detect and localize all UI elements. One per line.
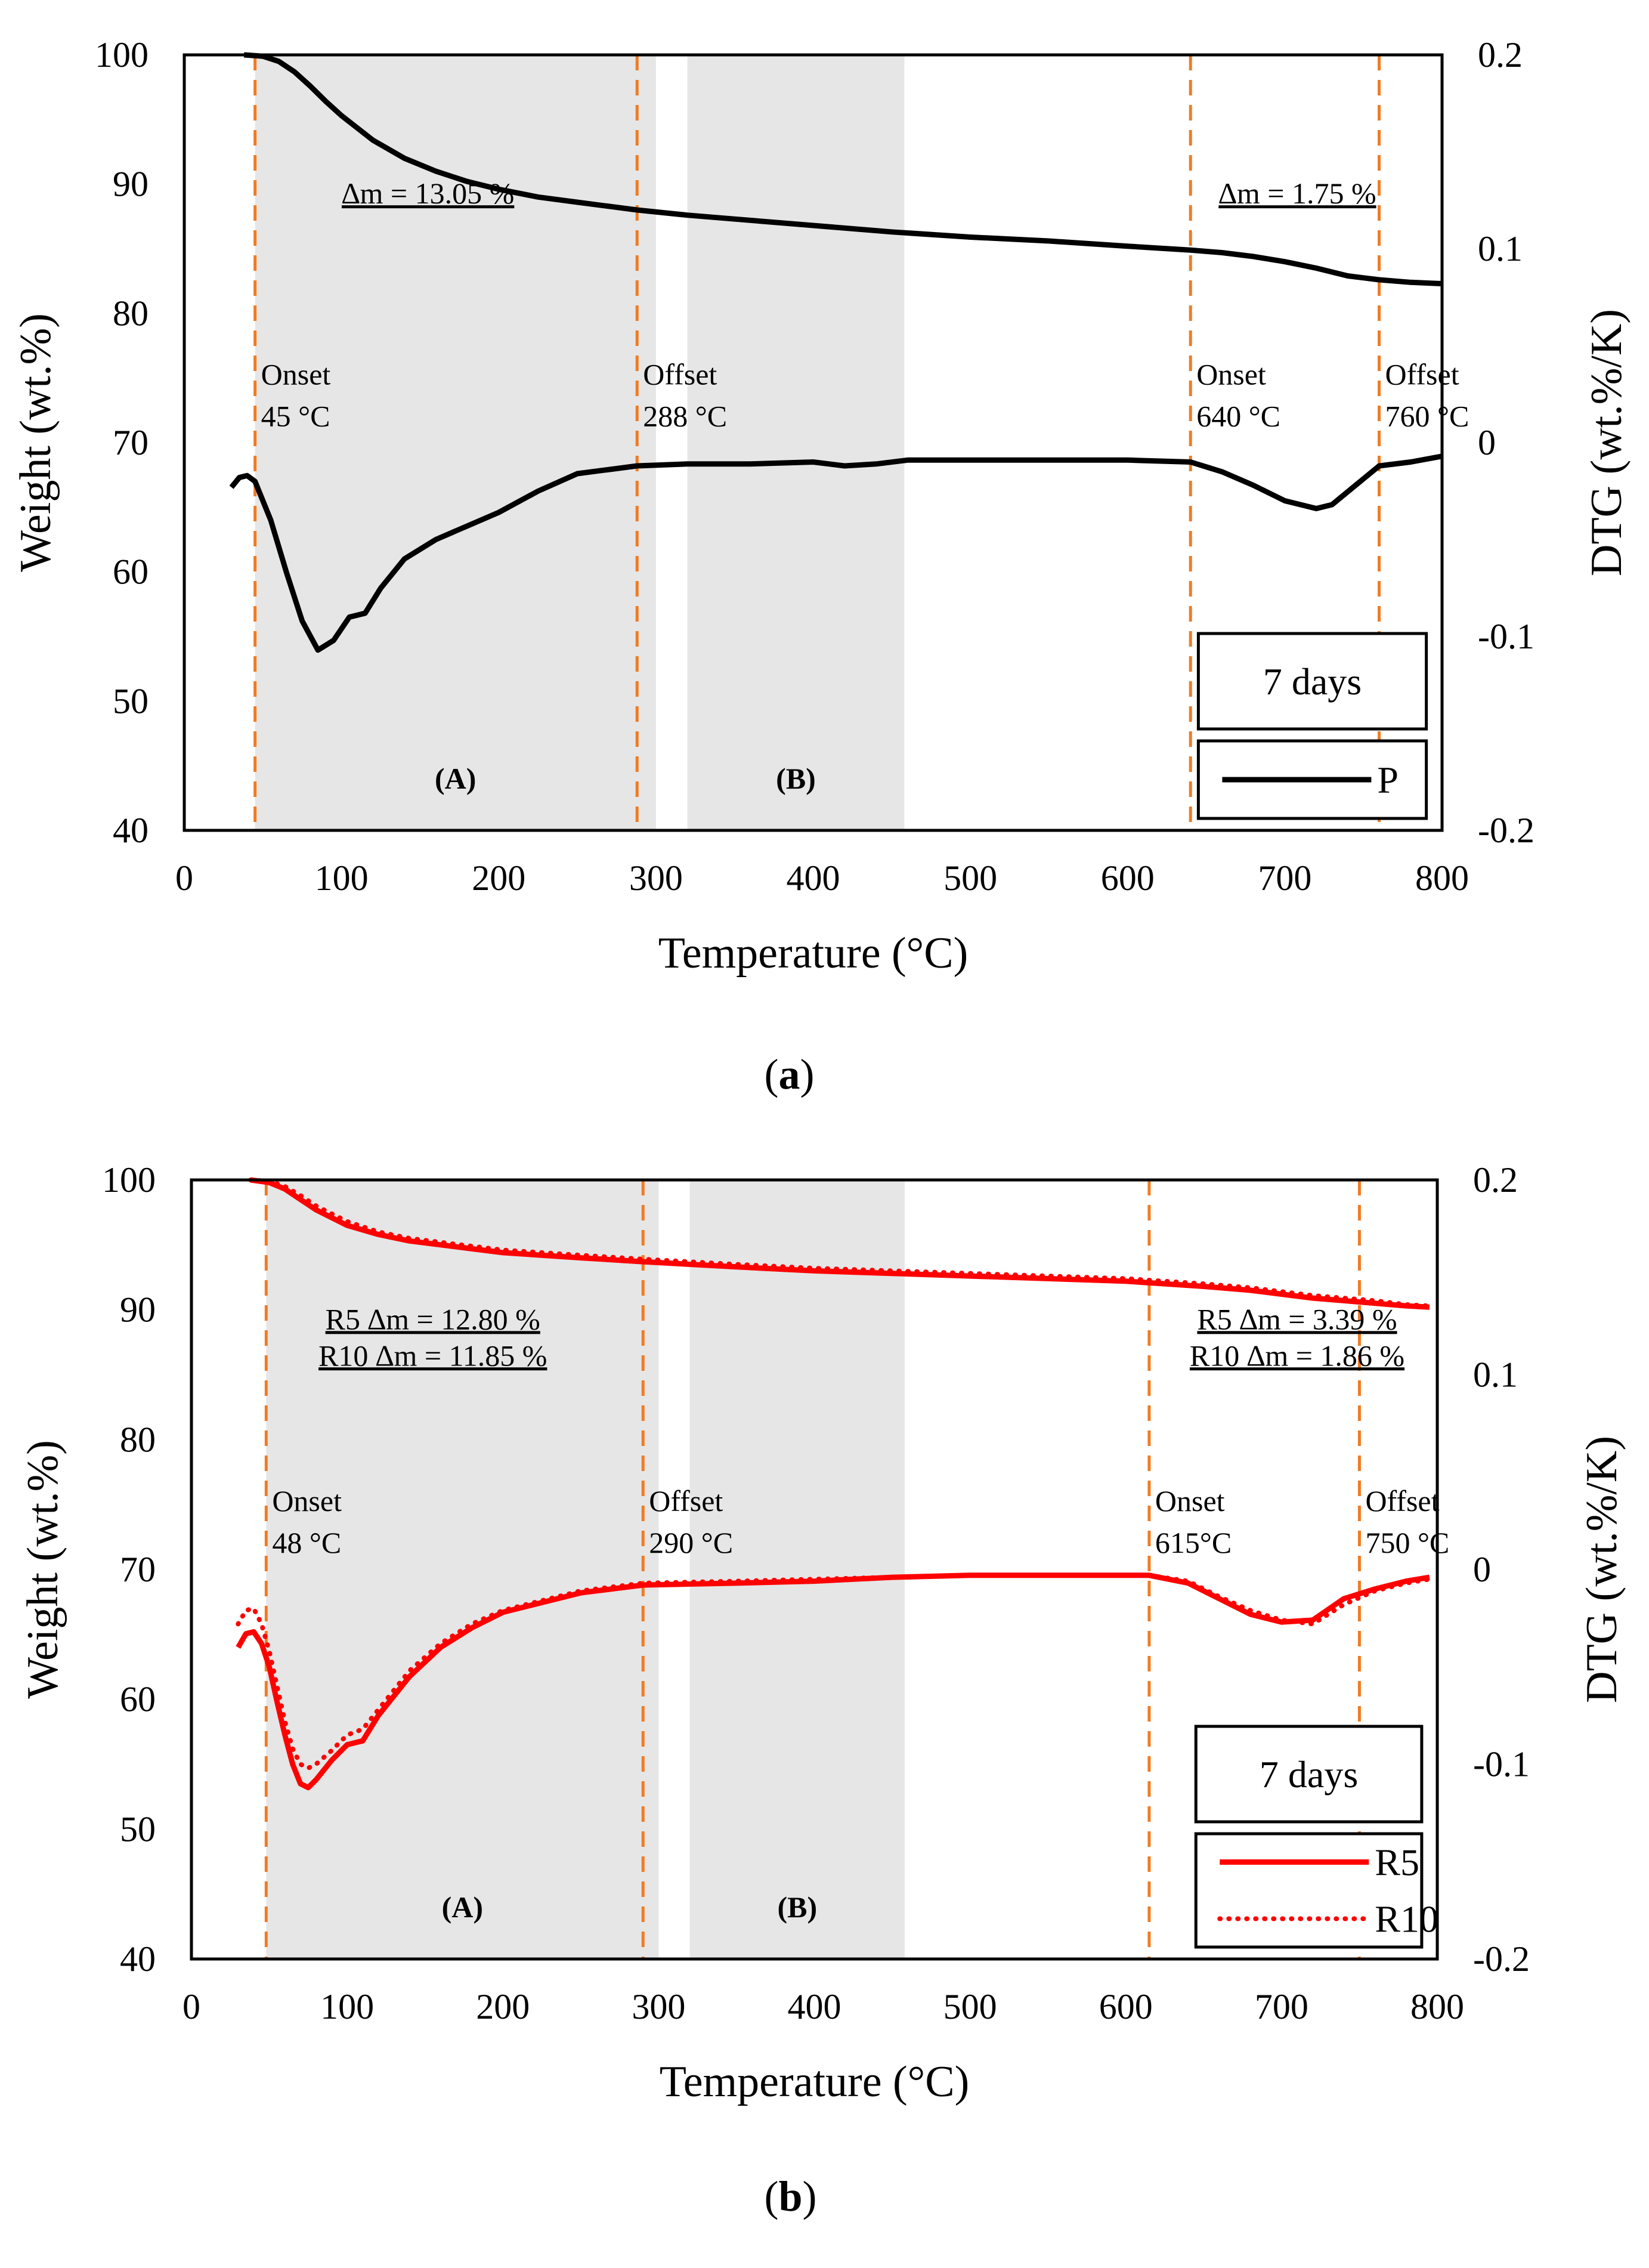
marker-label: Offset	[649, 1484, 723, 1518]
x-tick-label: 200	[472, 858, 525, 898]
region-label: (B)	[777, 1890, 817, 1924]
y-tick-label: 70	[120, 1550, 156, 1589]
series-line-r10-weight	[248, 1178, 1432, 1309]
marker-label: Onset	[272, 1484, 342, 1518]
x-tick-label: 200	[476, 1987, 530, 2026]
y2-tick-label: -0.2	[1473, 1939, 1530, 1979]
series-line-r5-dtg	[236, 1572, 1430, 1791]
y-tick-label: 60	[120, 1680, 156, 1719]
series-line-r5-weight	[250, 1177, 1430, 1310]
shaded-region	[689, 1180, 905, 1959]
y2-axis-title: DTG (wt.%/K)	[1577, 1436, 1626, 1703]
y-tick-label: 100	[102, 1160, 156, 1200]
mass-loss-annotation: ∆m = 13.05 %	[342, 177, 514, 210]
y2-tick-label: 0.1	[1478, 229, 1523, 268]
y2-tick-label: 0	[1478, 423, 1496, 462]
plot-frame	[182, 53, 1444, 832]
y-tick-label: 40	[113, 811, 148, 850]
x-tick-label: 400	[788, 1987, 841, 2026]
panel-caption: (b)	[764, 2173, 816, 2220]
y-axis-title: Weight (wt.%)	[18, 1440, 67, 1699]
marker-label: Onset	[1196, 358, 1266, 391]
panel-caption: (a)	[765, 1050, 815, 1098]
marker-label: 750 °C	[1365, 1526, 1449, 1559]
x-tick-label: 500	[943, 1987, 997, 2026]
mass-loss-annotation: R5 ∆m = 12.80 %	[326, 1302, 540, 1336]
legend-title-box	[1194, 1725, 1424, 1824]
y2-tick-label: 0.2	[1478, 35, 1523, 75]
marker-label: 45 °C	[261, 400, 330, 433]
x-tick-label: 600	[1101, 858, 1155, 898]
y2-tick-label: -0.1	[1473, 1745, 1530, 1784]
legend-label: R5	[1375, 1841, 1419, 1884]
region-label: (A)	[435, 762, 476, 795]
shaded-region	[266, 1180, 659, 1959]
legend-title: 7 days	[1263, 660, 1362, 703]
marker-label: Offset	[1385, 358, 1459, 391]
y-axis-title: Weight (wt.%)	[11, 313, 60, 572]
x-tick-label: 400	[787, 858, 840, 898]
series-line-p-weight	[243, 52, 1443, 286]
y-tick-label: 90	[113, 165, 148, 204]
marker-label: 288 °C	[643, 400, 727, 433]
shaded-region	[687, 55, 905, 830]
marker-label: Onset	[1155, 1484, 1225, 1518]
y-tick-label: 80	[113, 293, 148, 333]
x-tick-label: 700	[1258, 858, 1311, 898]
legend-title: 7 days	[1260, 1753, 1358, 1796]
y2-tick-label: 0.1	[1473, 1355, 1518, 1395]
x-axis-title: Temperature (°C)	[660, 2057, 970, 2106]
y-tick-label: 100	[95, 35, 148, 75]
y2-tick-label: 0.2	[1473, 1160, 1518, 1200]
x-tick-label: 800	[1415, 858, 1469, 898]
y-tick-label: 70	[113, 423, 148, 462]
y-tick-label: 90	[120, 1290, 156, 1330]
legend-title-box	[1196, 632, 1428, 731]
mass-loss-annotation: R10 ∆m = 11.85 %	[318, 1339, 547, 1372]
x-axis-title: Temperature (°C)	[658, 929, 969, 978]
x-tick-label: 300	[632, 1987, 685, 2026]
marker-label: 290 °C	[649, 1526, 733, 1559]
chart-panel-b: (A) (B) Onset 48 °C Offset 290 °C Onset 615°C Of…	[18, 1160, 1626, 2220]
marker-label: Onset	[261, 358, 331, 391]
marker-label: Offset	[643, 358, 717, 391]
x-tick-label: 100	[315, 858, 369, 898]
y-tick-label: 40	[120, 1939, 156, 1979]
region-label: (A)	[442, 1890, 483, 1924]
plot-frame	[190, 1178, 1439, 1961]
y-tick-label: 60	[113, 552, 148, 592]
x-tick-label: 300	[629, 858, 683, 898]
x-tick-label: 0	[182, 1987, 200, 2026]
x-tick-label: 800	[1410, 1987, 1464, 2026]
y-tick-label: 50	[120, 1809, 156, 1849]
x-tick-label: 700	[1255, 1987, 1308, 2026]
y2-tick-label: -0.1	[1478, 617, 1534, 656]
marker-label: 48 °C	[272, 1526, 341, 1559]
legend-label: P	[1377, 759, 1399, 801]
region-label: (B)	[776, 762, 816, 795]
legend-label: R10	[1375, 1898, 1438, 1941]
x-tick-label: 600	[1099, 1987, 1153, 2026]
marker-label: 640 °C	[1196, 400, 1280, 433]
series-line-p-dtg	[229, 453, 1443, 653]
y2-tick-label: 0	[1473, 1550, 1491, 1589]
x-tick-label: 0	[175, 858, 193, 898]
chart-panel-a: (A) (B) Onset 45 °C Offset 288 °C Onset 640 °C O…	[11, 35, 1631, 1098]
marker-label: Offset	[1365, 1484, 1439, 1518]
marker-label: 760 °C	[1385, 400, 1469, 433]
mass-loss-annotation: ∆m = 1.75 %	[1218, 177, 1376, 210]
legend-box	[1194, 1832, 1424, 1949]
shaded-region	[255, 55, 656, 830]
y-tick-label: 80	[120, 1420, 156, 1459]
mass-loss-annotation: R5 ∆m = 3.39 %	[1197, 1302, 1397, 1336]
y2-tick-label: -0.2	[1478, 811, 1534, 850]
x-tick-label: 100	[320, 1987, 374, 2026]
mass-loss-annotation: R10 ∆m = 1.86 %	[1190, 1339, 1404, 1372]
series-line-r10-dtg	[236, 1572, 1432, 1770]
marker-label: 615°C	[1155, 1526, 1232, 1559]
y-tick-label: 50	[113, 681, 148, 721]
x-tick-label: 500	[943, 858, 997, 898]
y2-axis-title: DTG (wt.%/K)	[1582, 309, 1631, 576]
